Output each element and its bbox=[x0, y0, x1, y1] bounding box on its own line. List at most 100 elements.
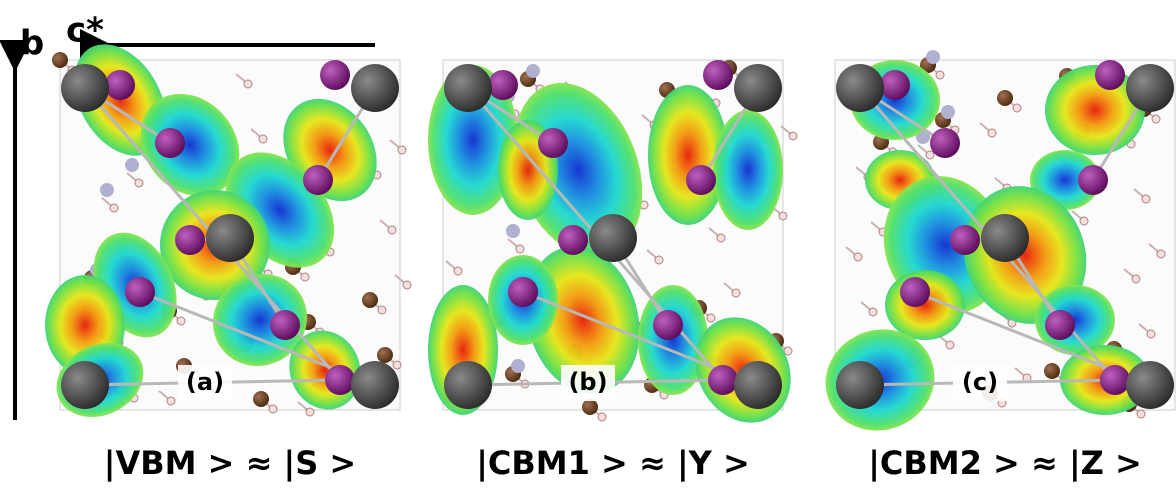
h-atom bbox=[515, 244, 525, 254]
iodine-atom bbox=[125, 277, 155, 307]
iodine-atom bbox=[900, 277, 930, 307]
n-atom bbox=[506, 224, 520, 238]
h-atom bbox=[1156, 249, 1166, 259]
lead-atom bbox=[589, 214, 637, 262]
h-atom bbox=[1141, 194, 1151, 204]
b-axis-label: b bbox=[20, 24, 44, 64]
c-atom bbox=[377, 347, 393, 363]
h-atom bbox=[987, 128, 997, 138]
iodine-atom bbox=[325, 365, 355, 395]
h-atom bbox=[1136, 409, 1146, 419]
panel: (c) |CBM2 > ≈ |Z > bbox=[825, 50, 1176, 483]
h-atom bbox=[377, 305, 387, 315]
h-atom bbox=[706, 313, 716, 323]
orbital-lobe bbox=[140, 93, 240, 197]
ket-caption: |CBM2 > ≈ |Z > bbox=[868, 444, 1142, 483]
lead-atom bbox=[734, 361, 782, 409]
orbital-lobe bbox=[885, 270, 965, 340]
iodine-atom bbox=[320, 60, 350, 90]
h-atom bbox=[945, 340, 955, 350]
h-atom bbox=[1012, 103, 1022, 113]
iodine-atom bbox=[1078, 165, 1108, 195]
c-atom bbox=[362, 292, 378, 308]
h-atom bbox=[392, 360, 402, 370]
h-atom bbox=[788, 131, 798, 141]
h-atom bbox=[258, 134, 268, 144]
panel: (a) |VBM > ≈ |S > bbox=[45, 44, 412, 483]
h-atom bbox=[109, 203, 119, 213]
iodine-atom bbox=[538, 128, 568, 158]
h-atom bbox=[654, 255, 664, 265]
h-atom bbox=[305, 407, 315, 417]
iodine-atom bbox=[1045, 310, 1075, 340]
h-atom bbox=[402, 280, 412, 290]
iodine-atom bbox=[105, 70, 135, 100]
h-atom bbox=[268, 404, 278, 414]
lead-atom bbox=[836, 64, 884, 112]
ket-caption: |CBM1 > ≈ |Y > bbox=[476, 444, 750, 483]
n-atom bbox=[100, 183, 114, 197]
ket-caption: |VBM > ≈ |S > bbox=[104, 444, 356, 483]
h-atom bbox=[243, 79, 253, 89]
h-atom bbox=[716, 233, 726, 243]
lead-atom bbox=[444, 64, 492, 112]
label-bg bbox=[953, 365, 1007, 401]
h-atom bbox=[1131, 274, 1141, 284]
orbital-lobe bbox=[212, 273, 308, 367]
h-atom bbox=[387, 225, 397, 235]
lead-atom bbox=[351, 64, 399, 112]
iodine-atom bbox=[558, 225, 588, 255]
iodine-atom bbox=[686, 165, 716, 195]
h-atom bbox=[176, 316, 186, 326]
c-atom bbox=[253, 391, 269, 407]
label-bg bbox=[178, 365, 232, 401]
h-atom bbox=[778, 211, 788, 221]
h-atom bbox=[925, 150, 935, 160]
n-atom bbox=[926, 50, 940, 64]
lead-atom bbox=[734, 64, 782, 112]
h-atom bbox=[731, 288, 741, 298]
label-bg bbox=[561, 365, 615, 401]
iodine-atom bbox=[653, 310, 683, 340]
c-atom bbox=[582, 399, 598, 415]
h-atom bbox=[1146, 329, 1156, 339]
lead-atom bbox=[61, 361, 109, 409]
iodine-atom bbox=[930, 128, 960, 158]
iodine-atom bbox=[1100, 365, 1130, 395]
orbital-lobe bbox=[638, 285, 708, 395]
c-atom bbox=[997, 90, 1013, 106]
h-atom bbox=[134, 178, 144, 188]
lead-atom bbox=[1126, 64, 1174, 112]
h-atom bbox=[300, 272, 310, 282]
orbital-lobe bbox=[1045, 65, 1145, 155]
h-atom bbox=[166, 396, 176, 406]
lead-atom bbox=[981, 214, 1029, 262]
h-atom bbox=[935, 70, 945, 80]
c-atom bbox=[52, 52, 68, 68]
h-atom bbox=[597, 412, 607, 422]
lead-atom bbox=[206, 214, 254, 262]
panel-label: (c) bbox=[962, 368, 998, 396]
panel: (b) |CBM1 > ≈ |Y > bbox=[428, 59, 798, 483]
iodine-atom bbox=[303, 165, 333, 195]
iodine-atom bbox=[175, 225, 205, 255]
iodine-atom bbox=[703, 60, 733, 90]
iodine-atom bbox=[708, 365, 738, 395]
h-atom bbox=[868, 307, 878, 317]
iodine-atom bbox=[488, 70, 518, 100]
h-atom bbox=[783, 346, 793, 356]
lead-atom bbox=[444, 361, 492, 409]
c-atom bbox=[1044, 363, 1060, 379]
h-atom bbox=[1151, 114, 1161, 124]
panel-label: (b) bbox=[568, 368, 607, 396]
iodine-atom bbox=[950, 225, 980, 255]
iodine-atom bbox=[508, 277, 538, 307]
h-atom bbox=[853, 252, 863, 262]
iodine-atom bbox=[880, 70, 910, 100]
lead-atom bbox=[836, 361, 884, 409]
panels: (a) |VBM > ≈ |S > (b) |CBM1 > ≈ |Y > (c) |CBM… bbox=[45, 44, 1176, 483]
n-atom bbox=[526, 64, 540, 78]
lead-atom bbox=[1126, 361, 1174, 409]
n-atom bbox=[511, 359, 525, 373]
